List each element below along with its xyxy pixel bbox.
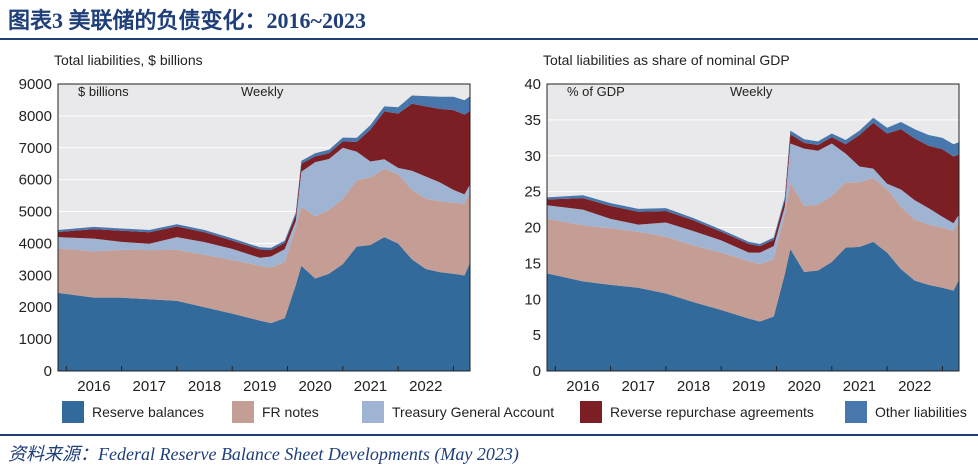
figure-title: 图表3 美联储的负债变化：2016~2023 (8, 8, 366, 33)
chart-title: Total liabilities as share of nominal GD… (543, 52, 790, 68)
x-tick-label: 2021 (354, 378, 387, 395)
legend-item-reverse-repurchase-agreements: Reverse repurchase agreements (580, 399, 814, 425)
x-tick-label: 2021 (843, 378, 876, 395)
area-series-other-liabilities (547, 117, 959, 247)
legend-label-other-liabilities: Other liabilities (875, 404, 967, 420)
y-tick-label: 35 (524, 112, 541, 129)
title-rule (0, 38, 978, 40)
area-series-treasury-general-account (58, 147, 470, 268)
legend-item-reserve-balances: Reserve balances (62, 399, 204, 425)
plot-frame (57, 83, 471, 372)
unit-label: $ billions (78, 84, 129, 99)
unit-label: % of GDP (567, 84, 625, 99)
y-tick-label: 5000 (19, 204, 52, 221)
legend-swatch-treasury-general-account (362, 401, 384, 423)
x-tick-label: 2017 (622, 378, 655, 395)
legend-label-treasury-general-account: Treasury General Account (392, 404, 555, 420)
legend-swatch-reverse-repurchase-agreements (580, 401, 602, 423)
legend-label-fr-notes: FR notes (262, 404, 319, 420)
frequency-label: Weekly (730, 84, 773, 99)
legend-label-reserve-balances: Reserve balances (92, 404, 205, 420)
area-series-fr-notes (58, 168, 470, 324)
area-series-reserve-balances (58, 237, 470, 371)
area-series-treasury-general-account (547, 143, 959, 265)
legend-item-other-liabilities: Other liabilities (845, 399, 967, 425)
legend-item-fr-notes: FR notes (232, 399, 319, 425)
y-tick-label: 0 (533, 363, 541, 380)
y-tick-label: 3000 (19, 267, 52, 284)
y-tick-label: 30 (524, 148, 541, 165)
x-tick-label: 2017 (133, 378, 166, 395)
y-tick-label: 40 (524, 76, 541, 93)
footer-rule (0, 434, 978, 436)
x-tick-label: 2020 (298, 378, 331, 395)
x-tick-label: 2022 (898, 378, 931, 395)
x-tick-label: 2016 (566, 378, 599, 395)
frequency-label: Weekly (241, 84, 284, 99)
chart-legend: Reserve balances FR notes Treasury Gener… (62, 399, 972, 427)
y-tick-label: 7000 (19, 140, 52, 157)
x-tick-label: 2022 (409, 378, 442, 395)
y-tick-label: 0 (44, 363, 52, 380)
liabilities-gdp-share-chart: Total liabilities as share of nominal GD… (524, 52, 960, 395)
area-series-reverse-repurchase-agreements (547, 122, 959, 253)
x-tick-label: 2016 (77, 378, 110, 395)
figure-source: 资料来源：Federal Reserve Balance Sheet Devel… (8, 444, 519, 464)
x-tick-label: 2020 (787, 378, 820, 395)
y-tick-label: 4000 (19, 235, 52, 252)
y-tick-label: 10 (524, 291, 541, 308)
y-tick-label: 25 (524, 184, 541, 201)
y-tick-label: 1000 (19, 331, 52, 348)
area-series-reserve-balances (547, 241, 959, 371)
x-tick-label: 2019 (732, 378, 765, 395)
y-tick-label: 5 (533, 327, 541, 344)
area-series-fr-notes (547, 177, 959, 322)
y-tick-label: 8000 (19, 108, 52, 125)
chart-title: Total liabilities, $ billions (54, 52, 203, 68)
x-tick-label: 2018 (188, 378, 221, 395)
legend-item-treasury-general-account: Treasury General Account (362, 399, 554, 425)
liabilities-dollars-chart: Total liabilities, $ billions 0 1000 2000 30… (19, 52, 471, 395)
plot-frame (546, 83, 960, 372)
legend-swatch-reserve-balances (62, 401, 84, 423)
y-tick-label: 20 (524, 220, 541, 237)
y-tick-label: 9000 (19, 76, 52, 93)
area-series-reverse-repurchase-agreements (58, 103, 470, 258)
y-tick-label: 2000 (19, 299, 52, 316)
x-tick-label: 2019 (243, 378, 276, 395)
legend-swatch-other-liabilities (845, 401, 867, 423)
legend-label-reverse-repurchase-agreements: Reverse repurchase agreements (610, 404, 814, 420)
x-tick-label: 2018 (677, 378, 710, 395)
y-tick-label: 6000 (19, 172, 52, 189)
legend-swatch-fr-notes (232, 401, 254, 423)
y-tick-label: 15 (524, 255, 541, 272)
